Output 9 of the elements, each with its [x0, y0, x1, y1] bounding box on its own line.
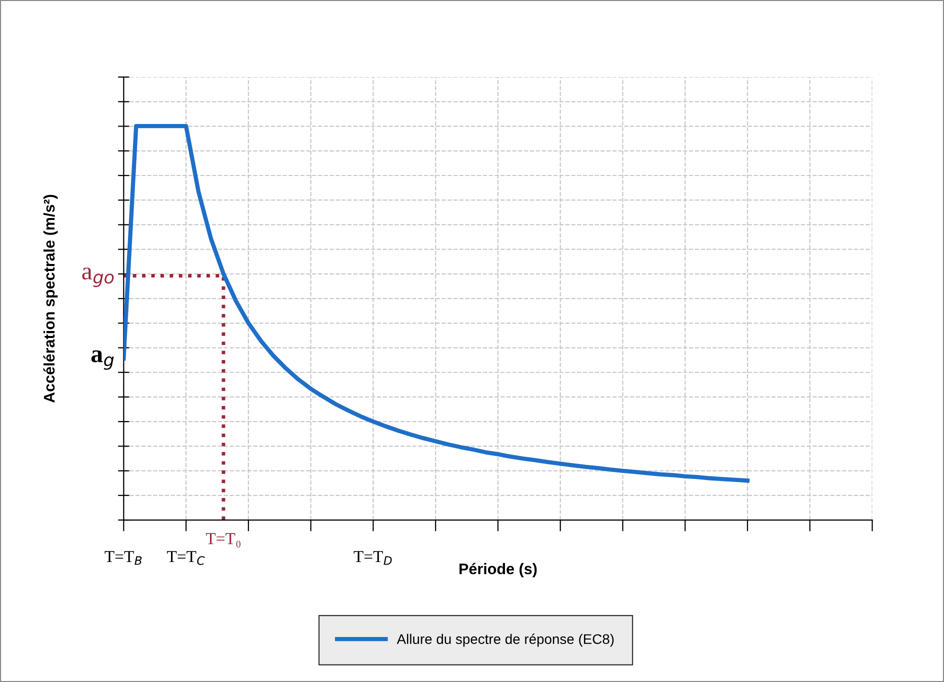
x-tick-label: T=T$_{B}$	[104, 551, 142, 565]
x-tick-label: T=T$_{C}$	[167, 551, 205, 565]
annotation: a$_{go}$	[82, 268, 114, 288]
x-axis-title: Période (s)	[460, 562, 537, 578]
annotation: a$_{g}$	[91, 350, 114, 370]
x-tick-label: T=T₀	[206, 533, 240, 548]
legend-label: Allure du spectre de réponse (EC8)	[396, 634, 614, 647]
x-tick-label: T=T$_{D}$	[354, 551, 392, 565]
y-axis-title: Accélération spectrale (m/s²)	[43, 194, 58, 403]
